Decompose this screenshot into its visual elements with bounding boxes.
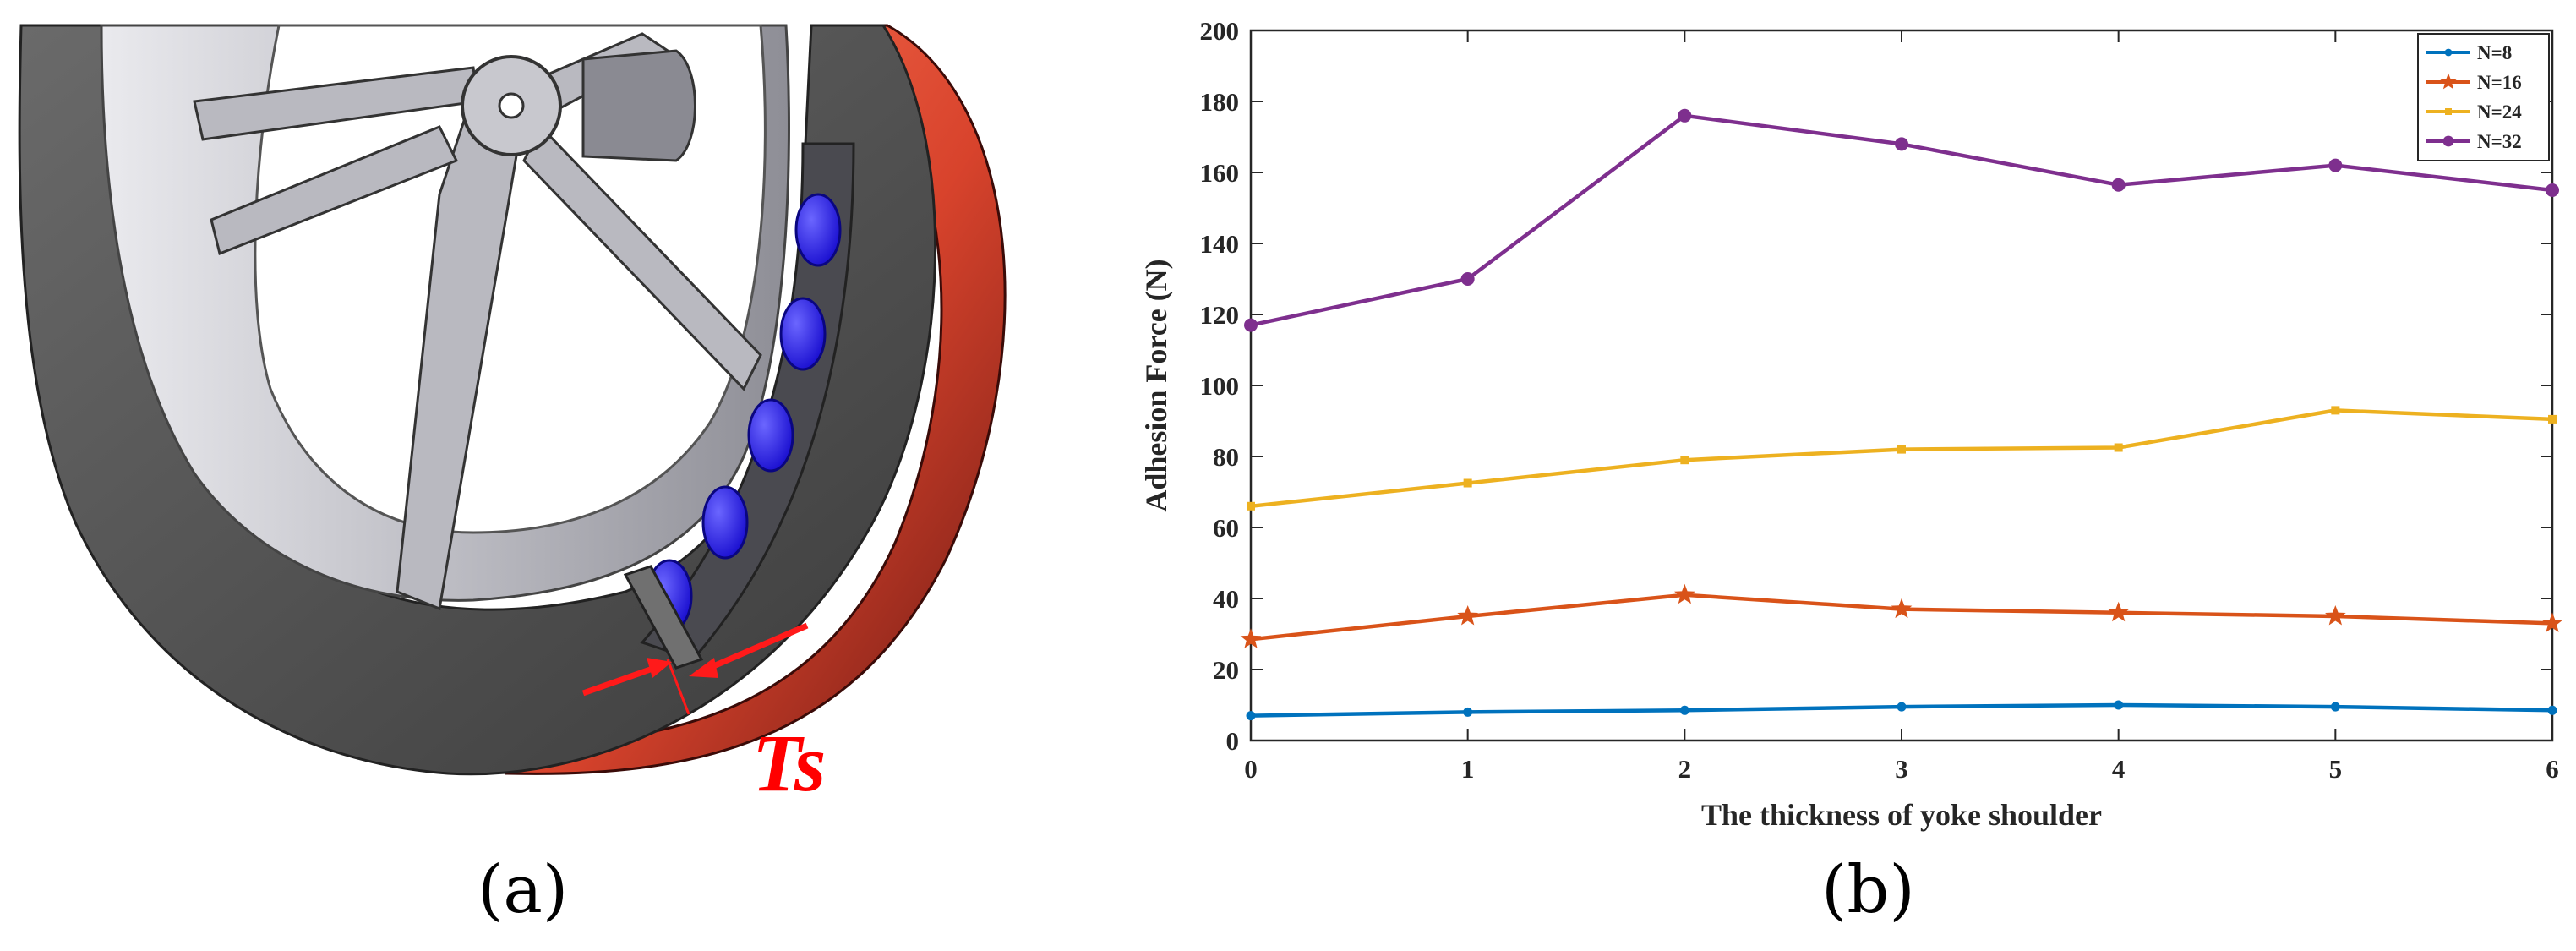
- axle: [581, 49, 696, 162]
- series-n-32: [1244, 108, 2559, 332]
- legend: N=8 N=16 N=24 N=32: [2417, 33, 2550, 161]
- data-point: [1463, 478, 1472, 488]
- magnets: [646, 193, 842, 633]
- y-tick-label: 80: [1213, 442, 1239, 472]
- x-axis-label: The thickness of yoke shoulder: [1701, 798, 2102, 832]
- y-tick-label: 160: [1200, 158, 1240, 188]
- data-point: [2330, 702, 2340, 712]
- x-tick-label: 6: [2546, 754, 2559, 784]
- legend-label: N=16: [2477, 72, 2522, 93]
- series-n-24: [1247, 406, 2557, 511]
- data-point: [1457, 605, 1478, 626]
- y-tick-label: 200: [1200, 16, 1240, 46]
- wheel-illustration-panel: Ts (a): [0, 0, 1090, 951]
- data-point: [2108, 601, 2129, 622]
- legend-label: N=24: [2477, 101, 2522, 123]
- x-tick-label: 0: [1244, 754, 1258, 784]
- data-point: [2548, 414, 2557, 424]
- data-point: [1240, 628, 1262, 648]
- data-point: [1678, 108, 1692, 123]
- data-point: [2325, 605, 2346, 626]
- legend-label: N=8: [2477, 42, 2512, 63]
- data-point: [1674, 583, 1695, 604]
- wheel-drawing: Ts: [18, 24, 1007, 808]
- data-point: [2114, 443, 2123, 452]
- caption-b: (b): [1821, 852, 1915, 928]
- data-point: [2547, 705, 2557, 715]
- series-n-16: [1240, 583, 2563, 648]
- data-point: [1463, 707, 1473, 717]
- data-point: [2445, 108, 2452, 115]
- data-point: [1897, 702, 1907, 712]
- y-tick-label: 0: [1226, 726, 1240, 756]
- data-point: [1679, 705, 1689, 715]
- hub-hole: [498, 92, 525, 119]
- y-tick-label: 40: [1213, 584, 1239, 614]
- x-tick-label: 1: [1461, 754, 1475, 784]
- data-point: [1460, 272, 1475, 286]
- data-point: [2114, 700, 2124, 710]
- y-tick-label: 100: [1200, 371, 1240, 401]
- y-tick-label: 60: [1213, 513, 1239, 543]
- axes: 0 20 40 60 80 100 120 140 160 180 200 0 1 2 3 4 5 6: [1200, 16, 2559, 784]
- plot-frame: [1249, 29, 2554, 742]
- data-point: [1244, 318, 1258, 332]
- chart-panel: 0 20 40 60 80 100 120 140 160 180 200 0 1 2 3 4 5 6 N=8 N=…: [1090, 0, 2576, 951]
- y-tick-label: 120: [1200, 300, 1240, 330]
- caption-a: (a): [478, 852, 569, 928]
- yoke-shoulder: [623, 565, 704, 670]
- y-tick-label: 20: [1213, 655, 1239, 685]
- dimension-arrows: [581, 622, 809, 715]
- series-line: [1250, 408, 2553, 509]
- data-point: [2444, 48, 2453, 57]
- data-point: [1897, 445, 1906, 454]
- legend-label: N=32: [2477, 131, 2522, 152]
- data-point: [2442, 135, 2454, 147]
- data-point: [2328, 158, 2343, 172]
- data-point: [2111, 178, 2126, 192]
- series-n-8: [1246, 700, 2557, 721]
- data-point: [2331, 406, 2340, 415]
- x-tick-label: 5: [2329, 754, 2343, 784]
- data-point: [1246, 711, 1256, 721]
- y-tick-label: 140: [1200, 229, 1240, 259]
- x-tick-label: 2: [1678, 754, 1692, 784]
- data-point: [1895, 137, 1908, 151]
- data-point: [1247, 501, 1255, 511]
- x-tick-label: 3: [1895, 754, 1908, 784]
- data-point: [2440, 73, 2457, 90]
- y-tick-label: 180: [1200, 87, 1240, 117]
- data-point: [2546, 183, 2559, 197]
- series-lines: [1240, 108, 2563, 721]
- x-tick-label: 4: [2112, 754, 2126, 784]
- data-point: [2541, 612, 2563, 632]
- data-point: [1680, 456, 1689, 465]
- ts-label: Ts: [752, 718, 826, 808]
- data-point: [1891, 598, 1913, 619]
- y-axis-label: Adhesion Force (N): [1139, 259, 1173, 511]
